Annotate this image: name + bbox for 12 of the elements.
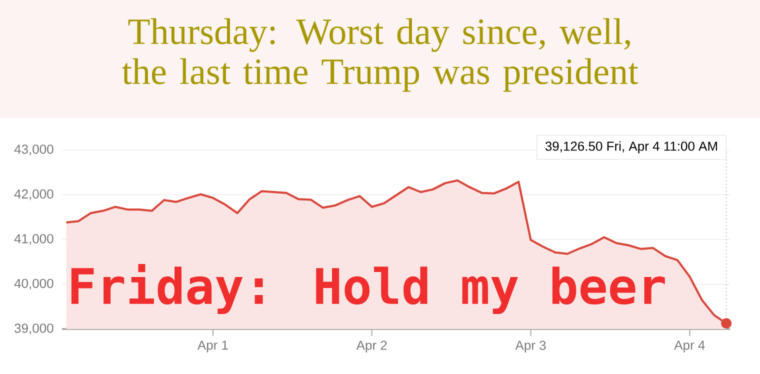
x-tick-label: Apr 4 bbox=[674, 340, 705, 352]
y-tick-label: 41,000 bbox=[14, 234, 54, 245]
y-tick-label: 39,000 bbox=[14, 324, 54, 334]
x-tick-label: Apr 2 bbox=[356, 340, 387, 352]
x-tick-label: Apr 1 bbox=[197, 340, 228, 352]
annotation: 39,126.50 Fri, Apr 4 11:00 AM bbox=[545, 141, 717, 154]
y-tick-label: 43,000 bbox=[14, 144, 54, 156]
x-tick-label: Apr 3 bbox=[515, 340, 546, 352]
y-tick-label: 42,000 bbox=[14, 189, 54, 200]
chart-title: Thursday: Worst day since, well, the last time Trump was president bbox=[122, 18, 638, 92]
annotation: Friday: Hold my beer bbox=[71, 264, 665, 314]
y-tick-label: 40,000 bbox=[14, 278, 54, 290]
